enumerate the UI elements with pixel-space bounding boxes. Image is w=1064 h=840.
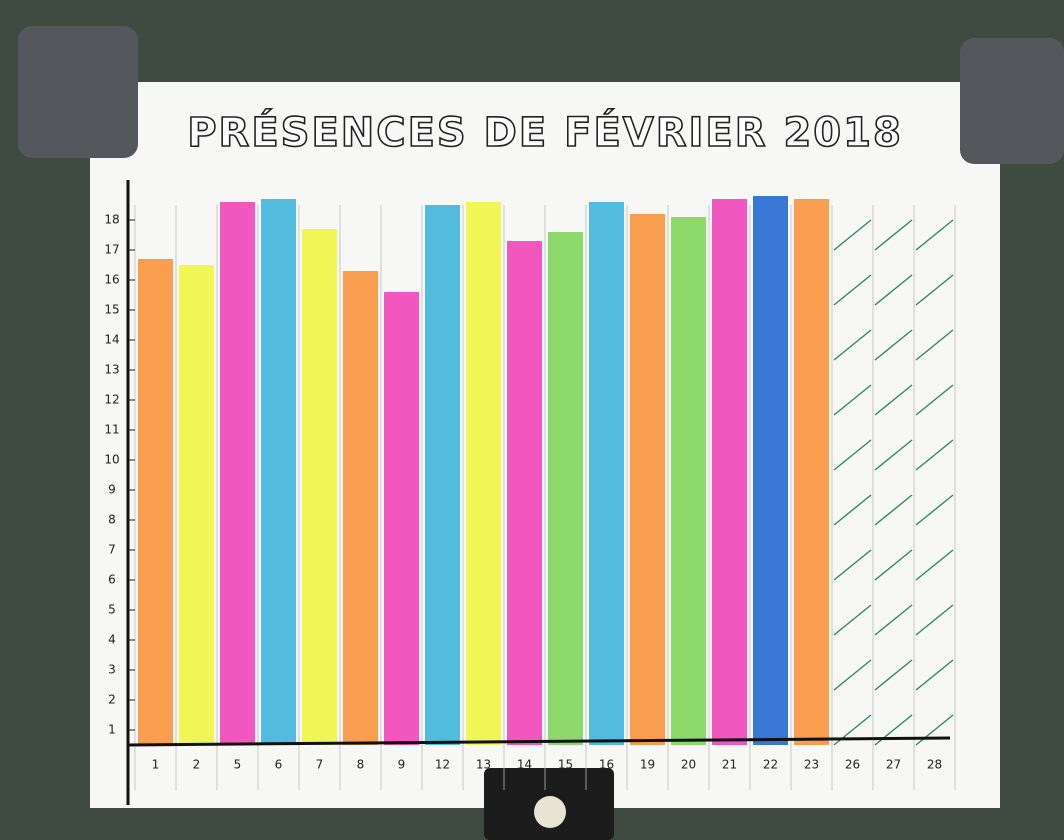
y-tick-label: 4 — [108, 633, 116, 647]
y-tick-label: 14 — [104, 333, 119, 347]
bar — [261, 199, 296, 745]
y-tick-label: 13 — [104, 363, 119, 377]
x-tick-label: 8 — [357, 758, 365, 772]
y-tick-label: 12 — [104, 393, 119, 407]
y-tick-label: 15 — [104, 303, 119, 317]
y-tick-label: 17 — [104, 243, 119, 257]
y-tick-label: 3 — [108, 663, 116, 677]
x-tick-label: 5 — [234, 758, 242, 772]
magnet — [960, 38, 1064, 164]
y-tick-label: 18 — [104, 213, 119, 227]
x-tick-label: 26 — [845, 758, 860, 772]
bar — [507, 241, 542, 745]
bar — [548, 232, 583, 745]
y-tick-label: 9 — [108, 483, 116, 497]
x-tick-label: 9 — [398, 758, 406, 772]
bar — [712, 199, 747, 745]
bar — [753, 196, 788, 745]
x-tick-label: 21 — [722, 758, 737, 772]
bar — [343, 271, 378, 745]
magnet — [18, 26, 138, 158]
bar — [794, 199, 829, 745]
y-tick-label: 2 — [108, 693, 116, 707]
y-tick-label: 5 — [108, 603, 116, 617]
x-tick-label: 14 — [517, 758, 532, 772]
bar — [179, 265, 214, 745]
y-tick-label: 6 — [108, 573, 116, 587]
chart: PRÉSENCES DE FÉVRIER 2018 12345678910111… — [0, 0, 1064, 840]
bar — [302, 229, 337, 745]
chart-title: PRÉSENCES DE FÉVRIER 2018 — [187, 108, 903, 156]
x-tick-label: 27 — [886, 758, 901, 772]
y-tick-label: 11 — [104, 423, 119, 437]
y-tick-label: 16 — [104, 273, 119, 287]
y-tick-label: 1 — [108, 723, 116, 737]
bar — [425, 205, 460, 745]
x-tick-label: 1 — [152, 758, 160, 772]
x-tick-label: 23 — [804, 758, 819, 772]
x-tick-label: 28 — [927, 758, 942, 772]
y-tick-label: 8 — [108, 513, 116, 527]
x-tick-label: 2 — [193, 758, 201, 772]
x-tick-label: 22 — [763, 758, 778, 772]
x-tick-label: 16 — [599, 758, 614, 772]
y-tick-label: 10 — [104, 453, 119, 467]
bar — [466, 202, 501, 745]
bar — [220, 202, 255, 745]
y-tick-label: 7 — [108, 543, 116, 557]
bar — [384, 292, 419, 745]
x-tick-label: 12 — [435, 758, 450, 772]
x-tick-label: 19 — [640, 758, 655, 772]
x-tick-label: 7 — [316, 758, 324, 772]
bar — [630, 214, 665, 745]
bar — [589, 202, 624, 745]
x-tick-label: 15 — [558, 758, 573, 772]
x-tick-label: 13 — [476, 758, 491, 772]
magnet-pin — [534, 796, 566, 828]
x-tick-label: 20 — [681, 758, 696, 772]
x-tick-label: 6 — [275, 758, 283, 772]
bar — [138, 259, 173, 745]
bar — [671, 217, 706, 745]
